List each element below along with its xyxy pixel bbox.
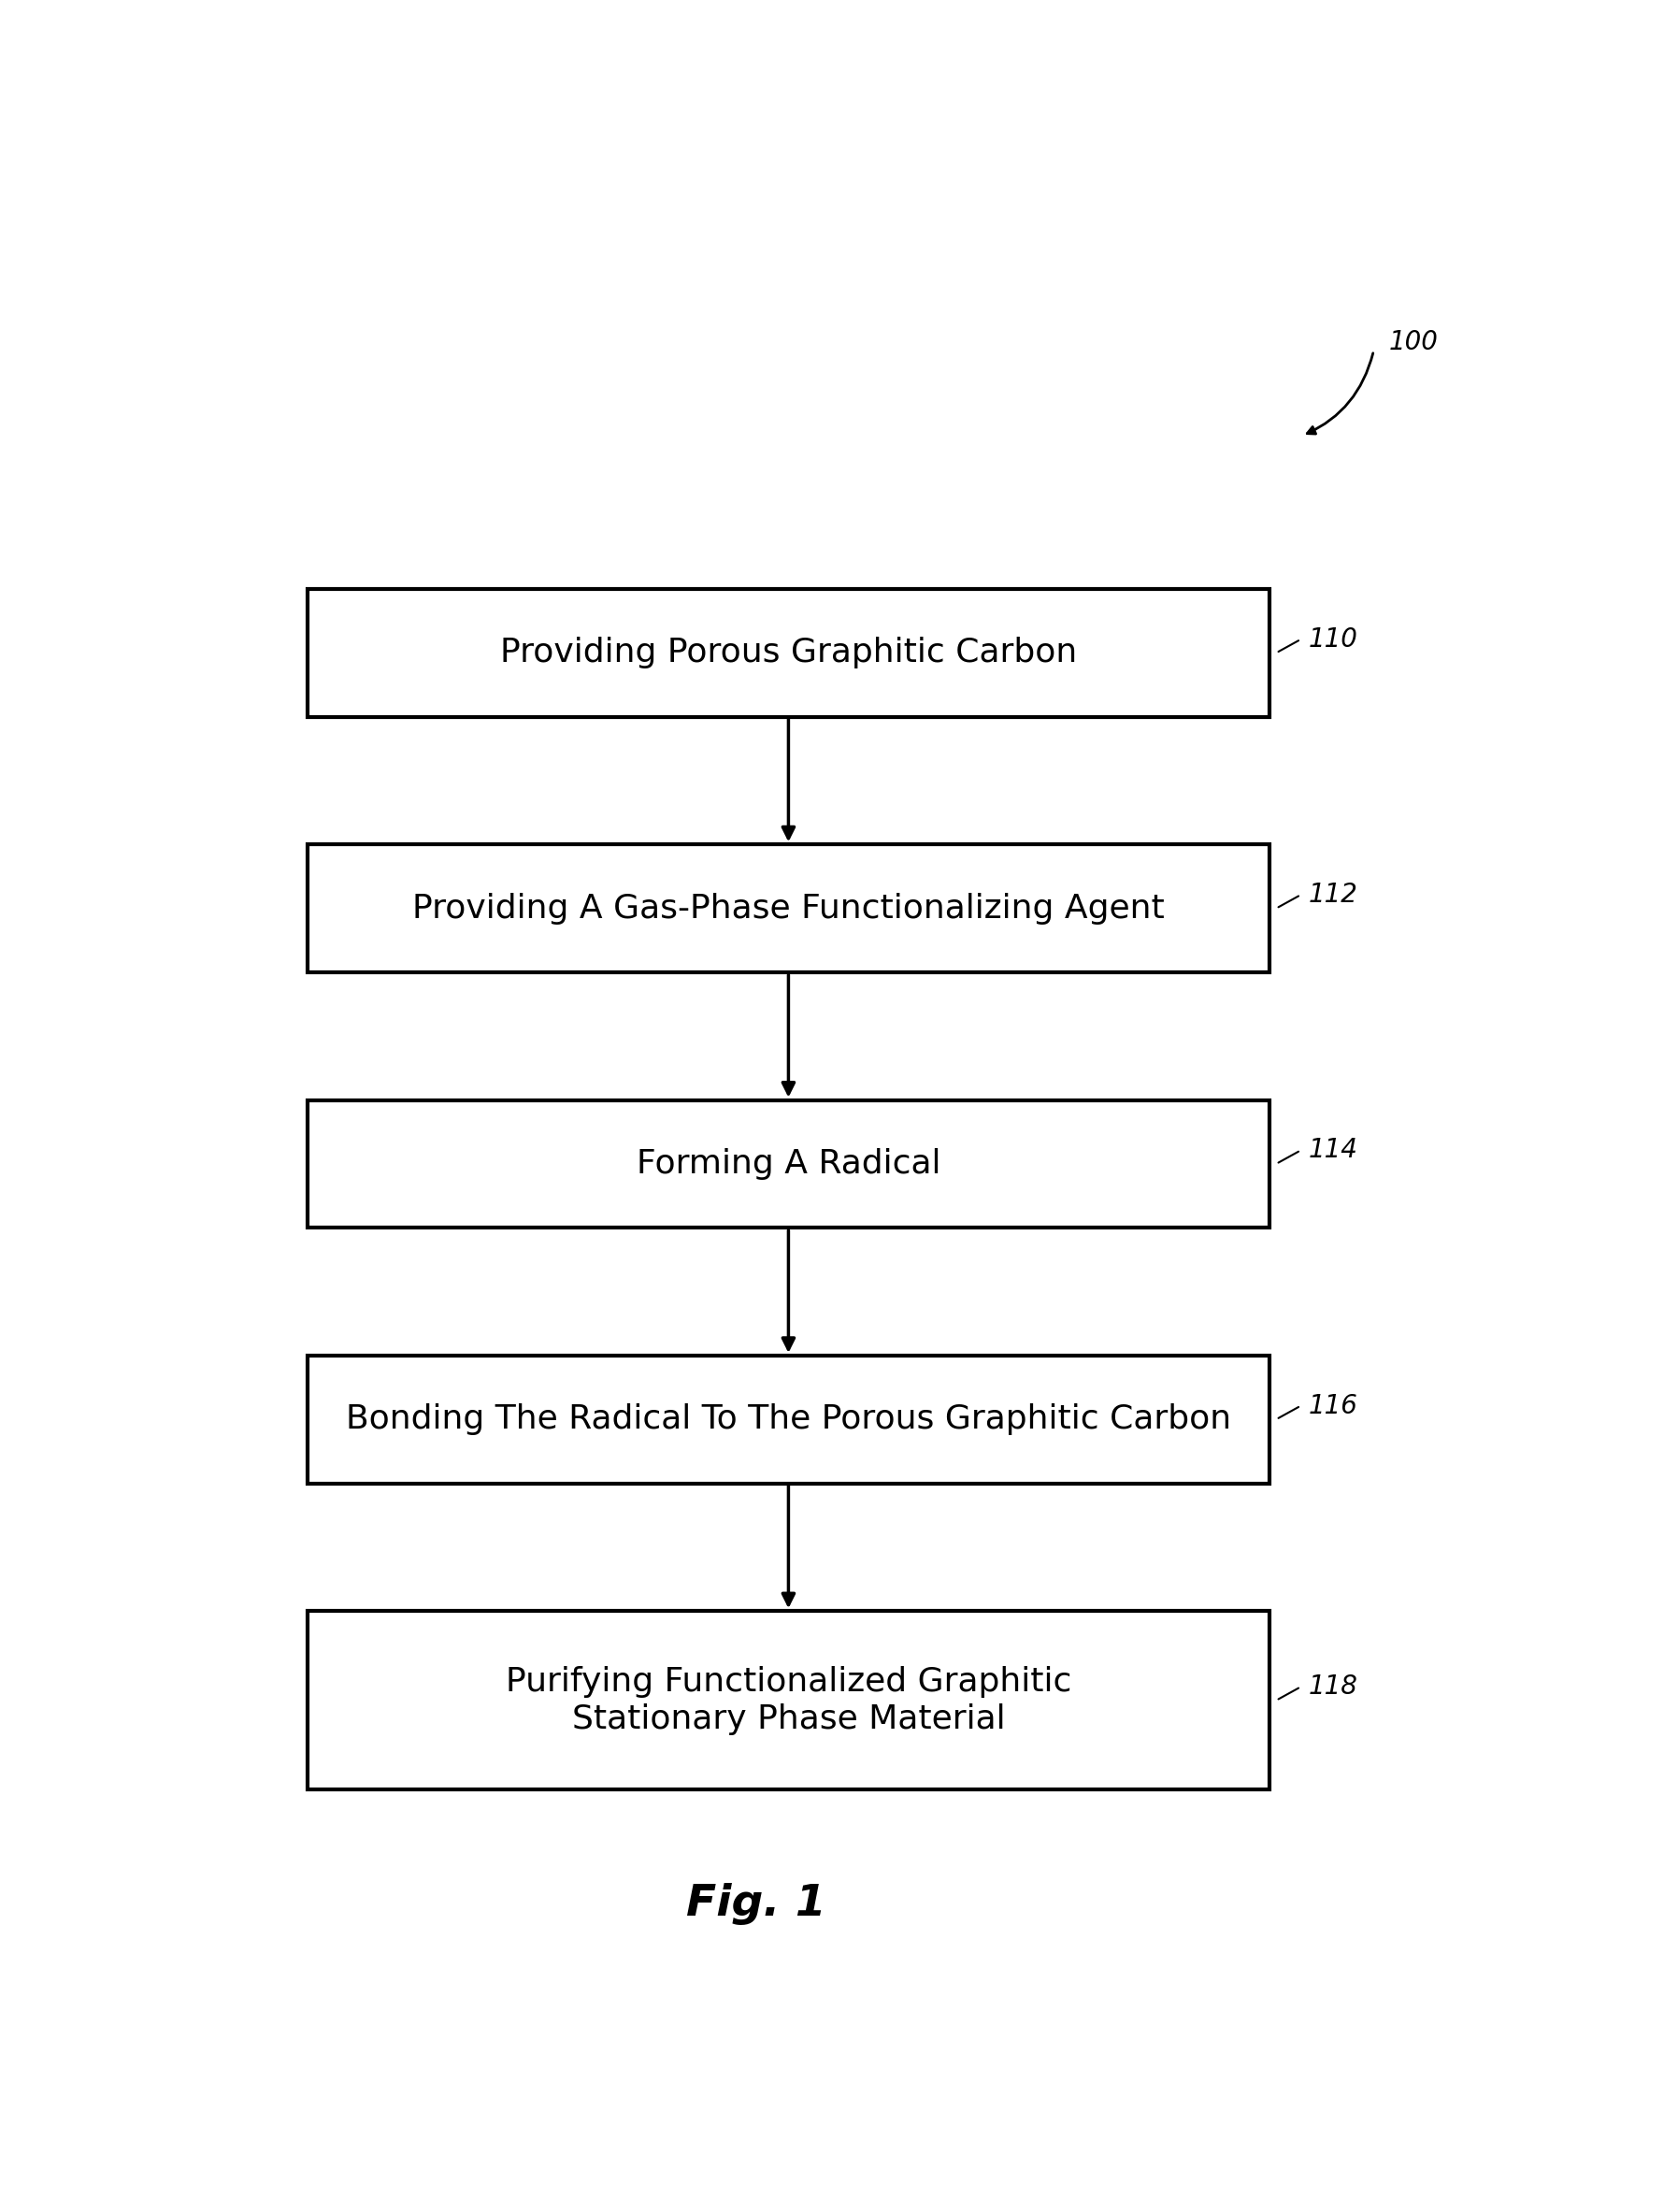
Bar [307,1099,1270,1228]
Text: Bonding The Radical To The Porous Graphitic Carbon: Bonding The Radical To The Porous Graphi… [346,1402,1232,1436]
Text: 110: 110 [1309,626,1358,653]
Text: Providing Porous Graphitic Carbon: Providing Porous Graphitic Carbon [500,637,1077,668]
Text: 116: 116 [1309,1394,1358,1418]
Text: 114: 114 [1309,1137,1358,1164]
Bar [307,1610,1270,1790]
Text: 100: 100 [1389,330,1438,356]
Text: 112: 112 [1309,883,1358,907]
Bar [307,845,1270,973]
Text: 118: 118 [1309,1674,1358,1699]
Bar [307,588,1270,717]
Text: Providing A Gas-Phase Functionalizing Agent: Providing A Gas-Phase Functionalizing Ag… [413,891,1165,925]
Bar [307,1356,1270,1484]
Text: Purifying Functionalized Graphitic
Stationary Phase Material: Purifying Functionalized Graphitic Stati… [505,1666,1072,1734]
Text: Fig. 1: Fig. 1 [686,1882,826,1924]
Text: Forming A Radical: Forming A Radical [636,1148,941,1179]
